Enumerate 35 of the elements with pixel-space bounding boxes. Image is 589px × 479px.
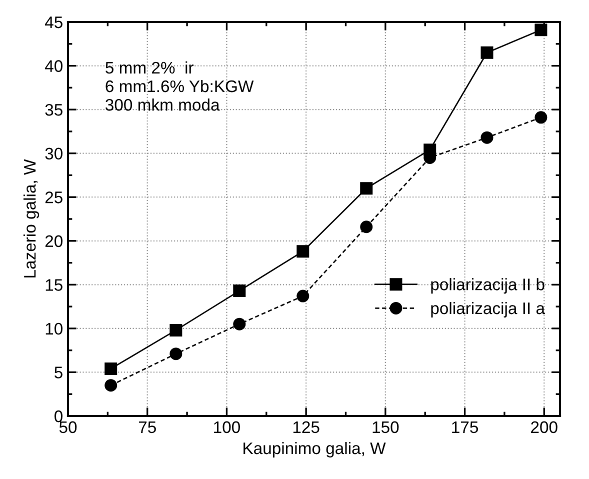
x-axis-title: Kaupinimo galia, W bbox=[244, 442, 386, 458]
point bbox=[360, 182, 373, 195]
legend-label: poliarizacija II a bbox=[431, 302, 546, 318]
point bbox=[534, 111, 548, 124]
point bbox=[233, 318, 246, 330]
point bbox=[104, 362, 118, 375]
y-axis-title: Lazerio galia, W bbox=[24, 159, 40, 278]
y-tick-label: 15 bbox=[46, 279, 62, 291]
point bbox=[480, 131, 494, 144]
point bbox=[360, 220, 373, 234]
point bbox=[480, 46, 494, 59]
annotation: 5 mm 2% ir 6 mm1.6% Yb:KGW 300 mkm moda bbox=[106, 61, 254, 111]
y-tick-label: 40 bbox=[44, 60, 62, 72]
y-tick-label: 10 bbox=[46, 322, 62, 335]
x-tick-label: 125 bbox=[293, 421, 320, 434]
point bbox=[296, 290, 310, 302]
legend-label: poliarizacija II b bbox=[431, 278, 544, 294]
point bbox=[104, 379, 118, 392]
x-tick-label: 75 bbox=[138, 421, 156, 434]
y-tick-label: 30 bbox=[45, 148, 62, 160]
point bbox=[170, 324, 182, 336]
y-tick-label: 20 bbox=[45, 235, 62, 248]
x-tick-label: 175 bbox=[452, 421, 478, 434]
point bbox=[233, 284, 246, 298]
point bbox=[296, 245, 310, 258]
x-tick-label: 50 bbox=[59, 421, 77, 434]
y-tick-label: 25 bbox=[45, 192, 62, 204]
point bbox=[170, 348, 182, 360]
y-tick-label: 35 bbox=[45, 104, 62, 116]
x-tick-label: 200 bbox=[531, 421, 558, 434]
y-tick-label: 5 bbox=[54, 366, 62, 378]
y-tick-label: 45 bbox=[44, 16, 62, 28]
x-tick-label: 150 bbox=[372, 421, 399, 434]
y-tick-label: 0 bbox=[54, 410, 62, 422]
x-tick-label: 100 bbox=[214, 421, 240, 434]
